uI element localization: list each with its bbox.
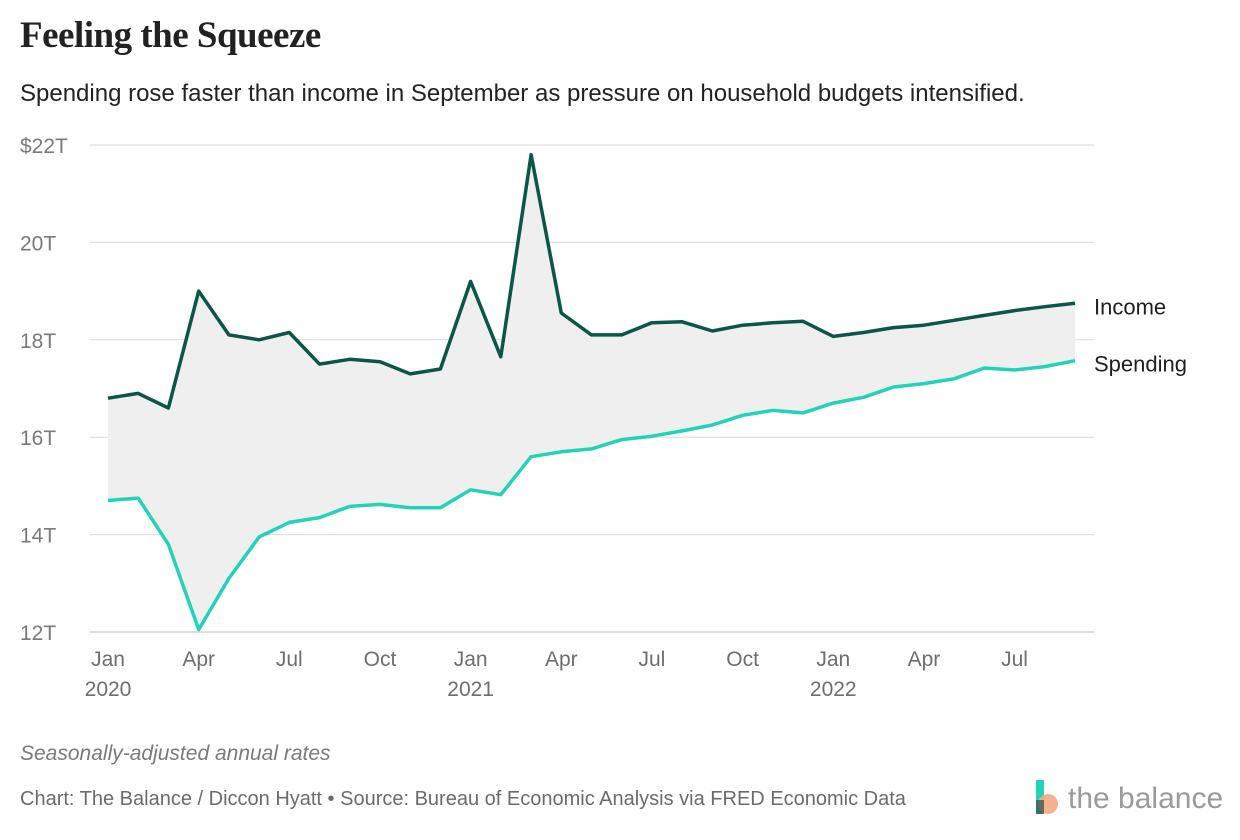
x-tick-label: Jan [816,648,850,671]
chart-subtitle: Spending rose faster than income in Sept… [20,80,1025,107]
x-tick-label: Jan [454,648,488,671]
y-tick-label: 12T [20,622,56,645]
spending-series-label: Spending [1094,352,1187,377]
income-series-label: Income [1094,294,1166,319]
logo-wordmark: the balance [1068,782,1224,815]
y-tick-label: $22T [20,135,68,158]
chart-title: Feeling the Squeeze [20,15,321,56]
footnote-rates: Seasonally-adjusted annual rates [20,742,331,765]
the-balance-logo: the balance [1034,778,1224,822]
x-tick-label: Oct [364,648,397,671]
x-tick-year-label: 2021 [447,678,494,701]
x-tick-label: Jul [1001,648,1028,671]
x-tick-label: Apr [182,648,215,671]
y-tick-label: 14T [20,525,56,548]
y-tick-label: 16T [20,427,56,450]
income-series-line [107,152,1076,410]
y-axis-tick-labels: $22T 20T 18T 16T 14T 12T [20,135,68,645]
x-tick-year-label: 2020 [85,678,132,701]
x-tick-label: Apr [908,648,941,671]
source-credit: Chart: The Balance / Diccon Hyatt • Sour… [20,788,906,810]
y-tick-label: 20T [20,232,56,255]
x-tick-label: Apr [545,648,578,671]
x-tick-label: Jan [91,648,125,671]
x-tick-label: Jul [639,648,666,671]
spending-series-line [107,358,1076,632]
x-tick-label: Oct [726,648,759,671]
income-spending-gap-area [108,154,1075,630]
balance-logo-icon [1036,780,1058,814]
x-tick-year-label: 2022 [810,678,857,701]
x-tick-label: Jul [276,648,303,671]
x-axis-tick-labels: Jan 2020 Apr Jul Oct Jan 2021 Apr Jul Oct Jan 2022 A… [85,648,1028,701]
y-tick-label: 18T [20,330,56,353]
line-chart: $22T 20T 18T 16T 14T 12T Jan 2020 Apr Jul Oct Jan 2… [20,135,1187,701]
